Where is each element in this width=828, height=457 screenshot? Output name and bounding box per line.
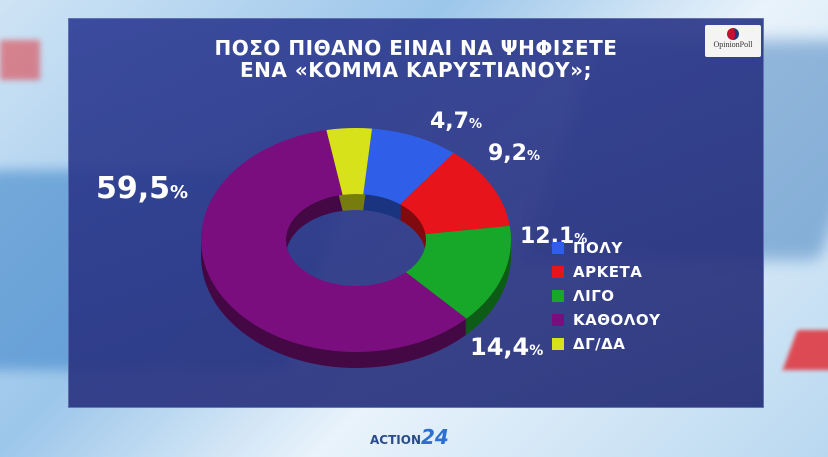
background-accent bbox=[0, 40, 40, 80]
legend-swatch bbox=[552, 290, 564, 302]
data-label-ΛΙΓΟ: 14,4% bbox=[470, 333, 543, 361]
legend-swatch bbox=[552, 314, 564, 326]
title-line-2: ΕΝΑ «ΚΟΜΜΑ ΚΑΡΥΣΤΙΑΝΟΥ»; bbox=[240, 58, 592, 82]
legend-label: ΠΟΛΥ bbox=[573, 239, 623, 257]
legend-swatch bbox=[552, 242, 564, 254]
logo-text: OpinionPoll bbox=[713, 40, 753, 49]
brand-number: 24 bbox=[421, 425, 449, 449]
legend-swatch bbox=[552, 266, 564, 278]
chart-legend: ΠΟΛΥ ΑΡΚΕΤΑ ΛΙΓΟ ΚΑΘΟΛΟΥ ΔΓ/ΔΑ bbox=[552, 236, 660, 356]
opinionpoll-logo: OpinionPoll bbox=[705, 25, 761, 57]
data-label-ΚΑΘΟΛΟΥ: 59,5% bbox=[96, 171, 188, 206]
logo-mark-icon bbox=[727, 28, 739, 40]
legend-item: ΛΙΓΟ bbox=[552, 284, 660, 308]
slice-ΛΙΓΟ bbox=[405, 225, 511, 319]
legend-label: ΑΡΚΕΤΑ bbox=[573, 263, 643, 281]
legend-label: ΔΓ/ΔΑ bbox=[573, 335, 626, 353]
slice-ΠΟΛΥ bbox=[363, 128, 454, 205]
title-line-1: ΠΟΣΟ ΠΙΘΑΝΟ ΕΙΝΑΙ ΝΑ ΨΗΦΙΣΕΤΕ bbox=[214, 36, 618, 60]
legend-item: ΠΟΛΥ bbox=[552, 236, 660, 260]
action24-brand: ACTION24 bbox=[370, 425, 449, 449]
legend-item: ΚΑΘΟΛΟΥ bbox=[552, 308, 660, 332]
slice-ΔΓ/ΔΑ bbox=[326, 127, 373, 195]
data-label-ΔΓ/ΔΑ: 4,7% bbox=[430, 109, 482, 134]
brand-name: ACTION bbox=[370, 433, 421, 447]
legend-label: ΛΙΓΟ bbox=[573, 287, 615, 305]
slice-ΚΑΘΟΛΟΥ bbox=[200, 130, 467, 352]
donut-slices bbox=[200, 127, 511, 352]
slice-ΑΡΚΕΤΑ bbox=[400, 153, 510, 235]
chart-title: ΠΟΣΟ ΠΙΘΑΝΟ ΕΙΝΑΙ ΝΑ ΨΗΦΙΣΕΤΕ ΕΝΑ «ΚΟΜΜΑ… bbox=[69, 37, 763, 81]
legend-item: ΔΓ/ΔΑ bbox=[552, 332, 660, 356]
legend-swatch bbox=[552, 338, 564, 350]
legend-label: ΚΑΘΟΛΟΥ bbox=[573, 311, 661, 329]
data-label-ΠΟΛΥ: 9,2% bbox=[488, 141, 540, 166]
legend-item: ΑΡΚΕΤΑ bbox=[552, 260, 660, 284]
